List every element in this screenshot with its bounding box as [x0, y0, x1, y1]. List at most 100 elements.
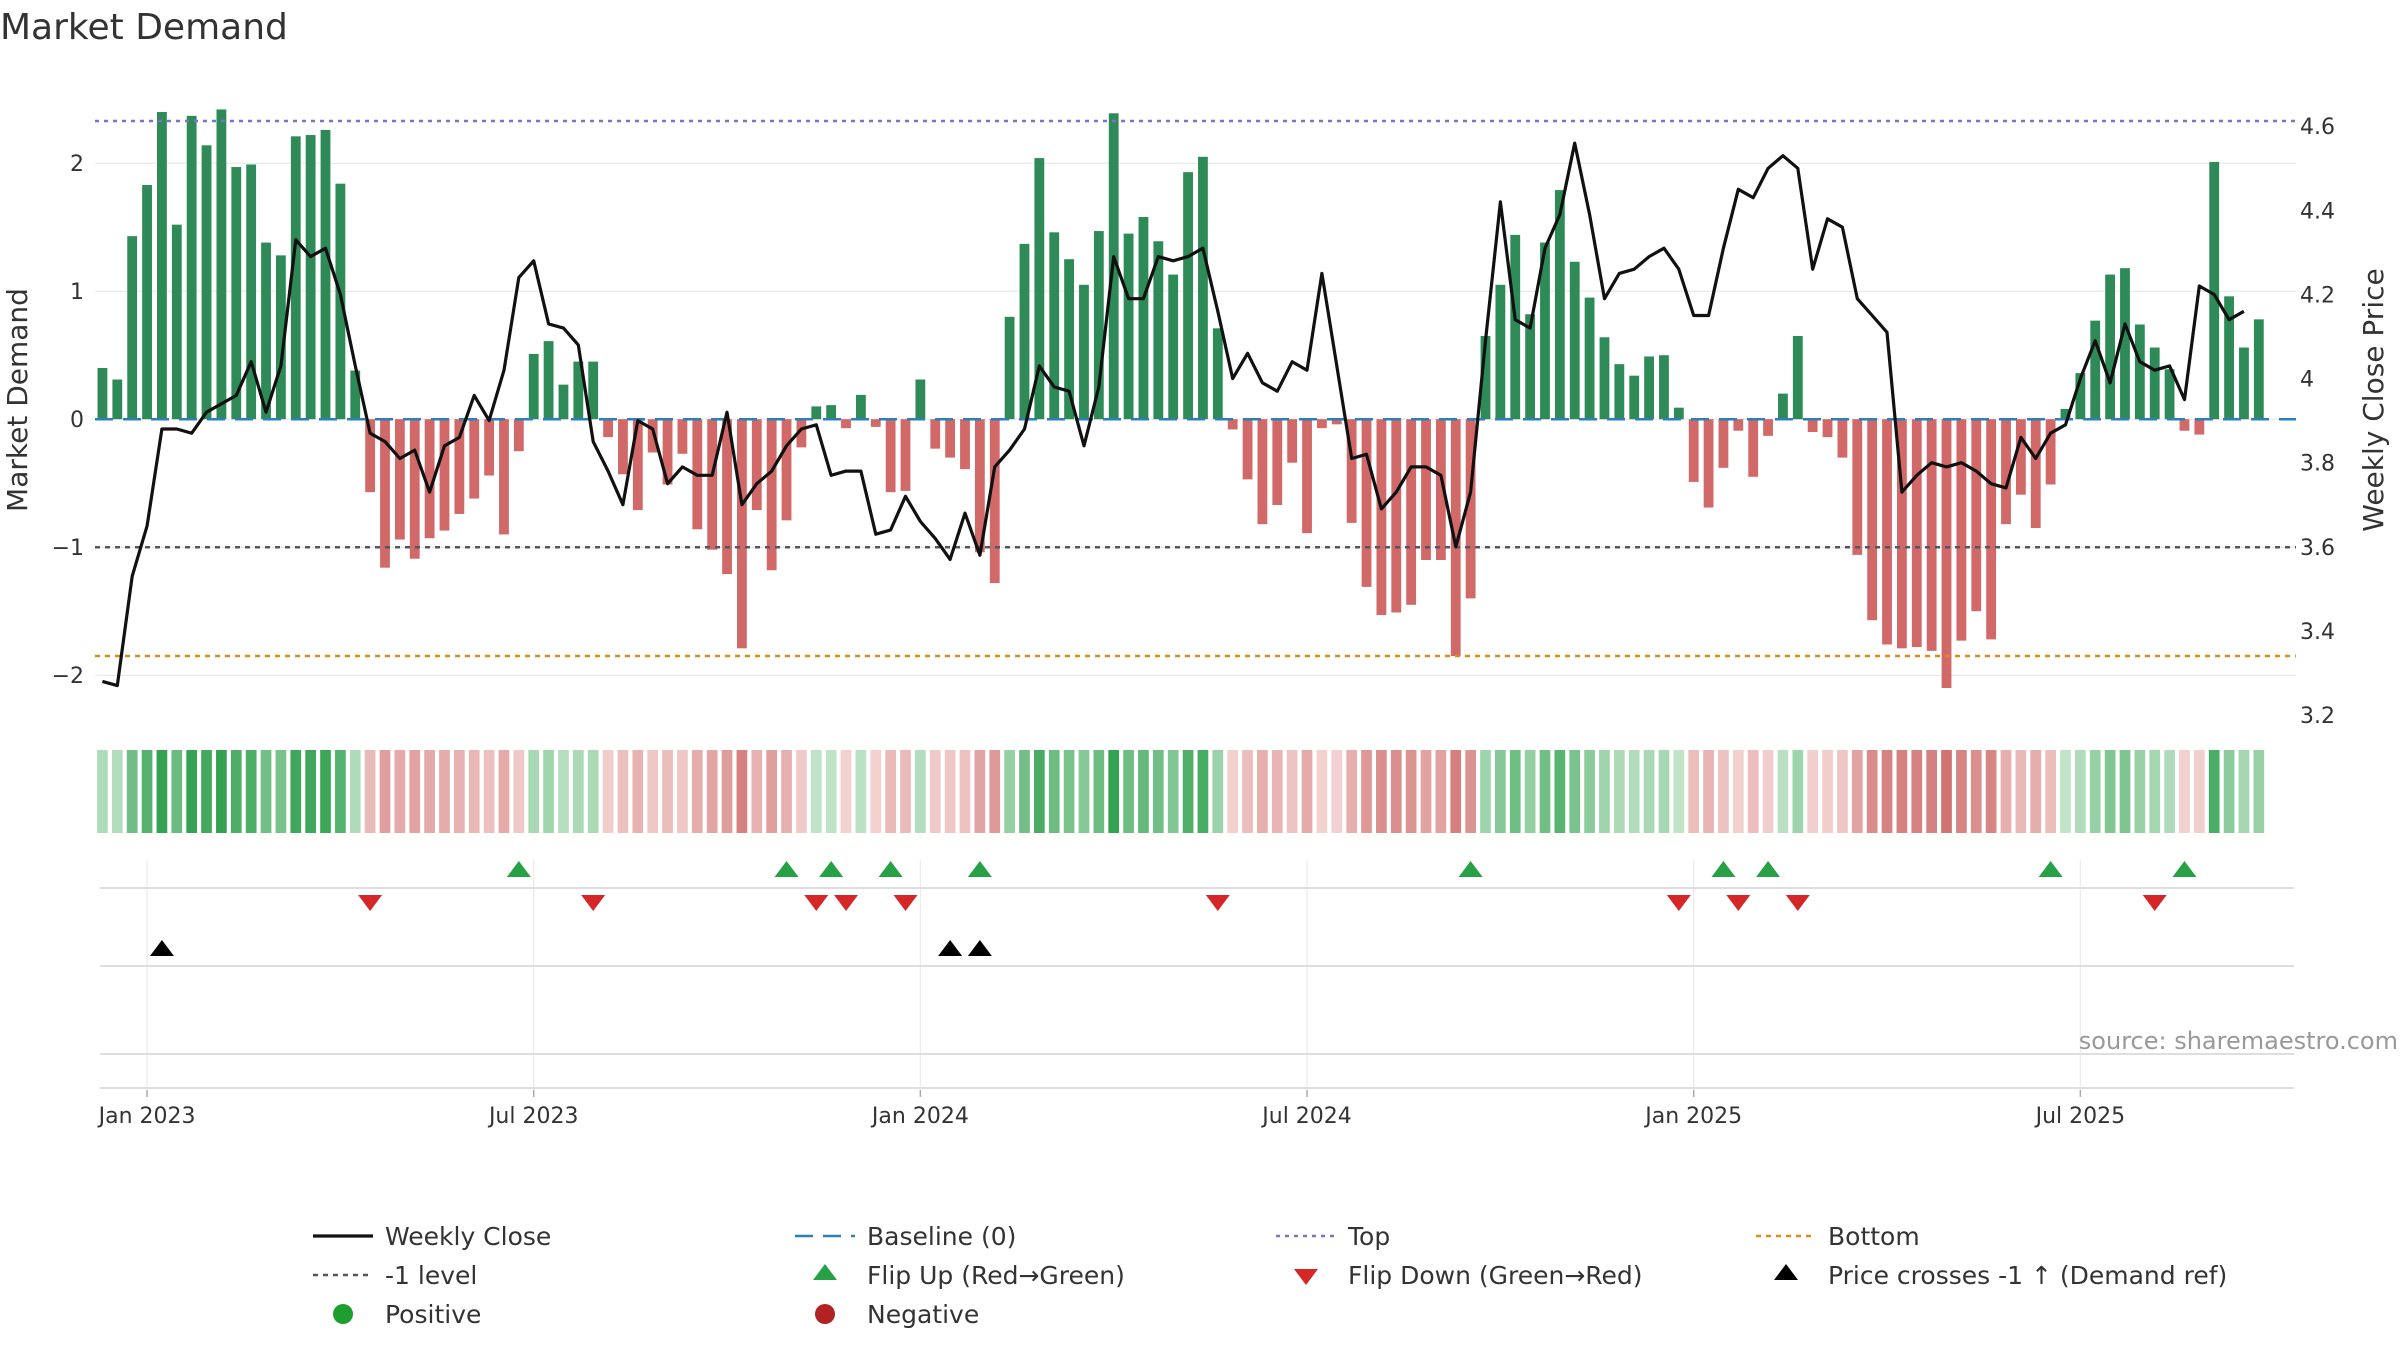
heat-cell — [1985, 750, 1997, 833]
x-tick-label: Jul 2024 — [1260, 1104, 1352, 1129]
demand-bar — [1138, 216, 1149, 420]
demand-bar — [543, 341, 554, 420]
flip-down-marker — [1785, 895, 1810, 911]
legend-label: Flip Down (Green→Red) — [1348, 1261, 1643, 1290]
legend-marker-flip-down — [1294, 1269, 1318, 1285]
event-markers — [149, 861, 2197, 956]
demand-bar — [2120, 268, 2130, 420]
demand-bars — [97, 109, 2264, 688]
price-cross-marker — [938, 940, 963, 956]
y-right-tick-label: 3.6 — [2300, 536, 2335, 561]
demand-bar — [1837, 419, 1848, 458]
demand-bar — [1287, 419, 1298, 463]
demand-bar — [1792, 336, 1803, 420]
x-tick-label: Jan 2023 — [97, 1104, 196, 1129]
flip-down-marker — [1666, 895, 1691, 911]
demand-bar — [855, 394, 866, 420]
heat-cell — [97, 750, 108, 833]
demand-bar — [528, 353, 539, 420]
demand-bar — [305, 135, 316, 420]
heat-cell — [1569, 750, 1581, 833]
demand-bar — [1153, 241, 1164, 420]
heat-cell — [1286, 750, 1298, 833]
heat-cell — [781, 750, 792, 833]
heat-cell — [1063, 750, 1075, 833]
reference-levels — [95, 119, 2296, 658]
heat-cell — [1093, 750, 1105, 833]
demand-bar — [1480, 336, 1491, 420]
heat-cell — [483, 750, 495, 833]
heat-cell — [335, 750, 346, 833]
legend-label: Weekly Close — [385, 1222, 551, 1251]
heat-cell — [2164, 750, 2175, 833]
heat-cell — [2060, 750, 2071, 833]
y-tick-label: −1 — [52, 536, 84, 561]
heat-cell — [2089, 750, 2101, 833]
legend-label: Baseline (0) — [867, 1222, 1016, 1251]
flip-up-marker — [1756, 861, 1781, 877]
demand-bar — [647, 419, 658, 453]
heat-cell — [572, 750, 584, 833]
y-right-tick-label: 3.4 — [2300, 620, 2335, 645]
demand-bar — [2075, 373, 2086, 420]
demand-bar — [1569, 261, 1580, 420]
demand-bar — [1941, 419, 1952, 688]
legend-label: Top — [1347, 1222, 1390, 1251]
flip-up-marker — [878, 861, 903, 877]
demand-bar — [558, 384, 569, 420]
demand-bar — [1599, 337, 1610, 420]
heat-cell — [617, 750, 629, 833]
demand-bar — [1406, 419, 1417, 605]
heat-cell — [1078, 750, 1090, 833]
heat-cell — [1881, 750, 1893, 833]
legend: Weekly Close Baseline (0) Top Bottom -1 leve… — [313, 1222, 2227, 1329]
demand-bar — [1584, 297, 1595, 420]
heat-cell — [1718, 750, 1729, 833]
heat-cell — [1212, 750, 1224, 833]
legend-label: Price crosses -1 ↑ (Demand ref) — [1828, 1261, 2227, 1290]
demand-bar — [439, 419, 450, 531]
heat-cell — [305, 750, 316, 833]
heat-cell — [2104, 750, 2116, 833]
heat-cell — [275, 750, 287, 833]
demand-bar — [1227, 419, 1238, 430]
heat-cell — [1851, 750, 1863, 833]
heat-cell — [1301, 750, 1313, 833]
demand-bar — [2030, 419, 2041, 528]
demand-bar — [945, 419, 956, 458]
heat-cell — [513, 750, 525, 833]
heat-cell — [691, 750, 703, 833]
heat-cell — [1688, 750, 1700, 833]
heat-cell — [1956, 750, 1967, 833]
heat-cell — [1197, 750, 1209, 833]
heat-cell — [602, 750, 614, 833]
demand-bar — [1867, 419, 1878, 621]
flip-down-marker — [893, 895, 918, 911]
demand-bar — [1331, 419, 1342, 425]
y-tick-label: 0 — [70, 408, 84, 433]
demand-bar — [1807, 419, 1818, 432]
heat-cell — [1376, 750, 1387, 833]
demand-bar — [231, 167, 242, 420]
demand-bar — [989, 419, 1000, 584]
price-cross-marker — [149, 940, 174, 956]
heat-cell — [662, 750, 673, 833]
y-tick-label: 2 — [70, 152, 84, 177]
heat-cell — [379, 750, 391, 833]
heat-cell — [1450, 750, 1462, 833]
heat-cell — [1271, 750, 1283, 833]
heat-cell — [885, 750, 896, 833]
demand-bar — [1614, 364, 1625, 420]
heat-cell — [1658, 750, 1670, 833]
heat-cell — [468, 750, 480, 833]
heat-cell — [156, 750, 168, 833]
demand-bar — [1822, 419, 1833, 438]
heat-cell — [2045, 750, 2056, 833]
heat-cell — [141, 750, 153, 833]
heat-cell — [1807, 750, 1819, 833]
demand-bar — [1123, 233, 1134, 420]
demand-bar — [469, 419, 480, 499]
heat-cell — [1941, 750, 1952, 833]
flip-up-marker — [506, 861, 531, 877]
heat-cell — [230, 750, 242, 833]
